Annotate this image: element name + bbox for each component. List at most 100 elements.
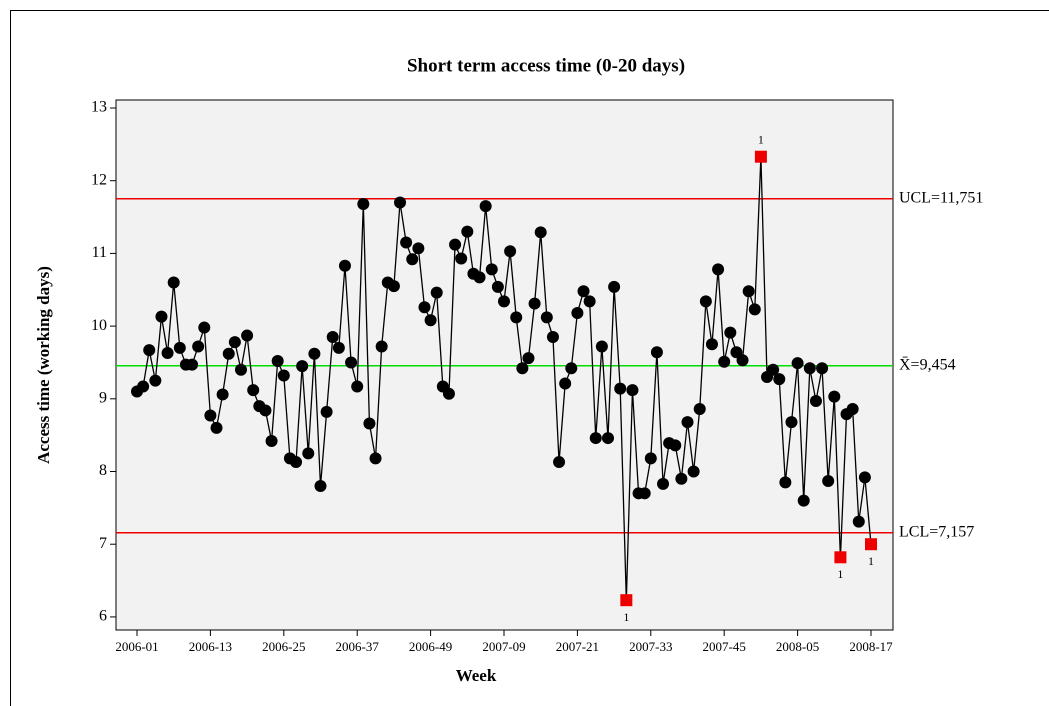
- data-point: [351, 380, 364, 393]
- data-point: [742, 285, 755, 298]
- y-tick-label: 9: [99, 389, 107, 406]
- data-point: [693, 402, 706, 415]
- data-point: [540, 311, 553, 324]
- data-point: [669, 439, 682, 452]
- control-limit-label: UCL=11,751: [899, 189, 983, 206]
- x-tick-label: 2006-25: [262, 639, 305, 654]
- data-point: [155, 310, 168, 323]
- chart-title: Short term access time (0-20 days): [407, 55, 685, 76]
- data-point: [338, 259, 351, 272]
- y-axis-title: Access time (working days): [34, 266, 53, 464]
- data-point: [455, 252, 468, 265]
- data-point: [247, 384, 260, 397]
- y-tick-label: 13: [91, 99, 107, 116]
- data-point: [241, 329, 254, 342]
- data-point: [858, 471, 871, 484]
- data-point: [222, 347, 235, 360]
- data-point: [394, 196, 407, 209]
- data-point: [320, 405, 333, 418]
- data-point: [290, 456, 303, 469]
- data-point: [687, 465, 700, 478]
- data-point: [210, 421, 223, 434]
- data-point: [779, 476, 792, 489]
- data-point: [595, 340, 608, 353]
- data-point: [614, 382, 627, 395]
- data-point: [332, 341, 345, 354]
- data-point: [198, 321, 211, 334]
- data-point: [705, 338, 718, 351]
- data-point: [143, 344, 156, 357]
- data-point: [846, 402, 859, 415]
- y-tick-label: 12: [91, 171, 107, 188]
- data-point: [228, 336, 241, 349]
- data-point: [546, 331, 559, 344]
- data-point: [314, 480, 327, 493]
- data-point: [412, 242, 425, 255]
- data-point: [363, 417, 376, 430]
- data-point: [400, 236, 413, 249]
- data-point: [167, 276, 180, 289]
- data-point: [259, 404, 272, 417]
- data-point: [675, 472, 688, 485]
- data-point: [204, 409, 217, 422]
- flagged-point: [834, 551, 847, 564]
- x-tick-label: 2008-17: [849, 639, 893, 654]
- data-point: [265, 434, 278, 447]
- data-point: [785, 416, 798, 429]
- data-point: [644, 452, 657, 465]
- x-tick-label: 2006-13: [189, 639, 232, 654]
- data-point: [522, 352, 535, 365]
- data-point: [418, 301, 431, 314]
- data-point: [791, 357, 804, 370]
- flag-label: 1: [758, 132, 764, 146]
- data-point: [718, 355, 731, 368]
- y-tick-label: 7: [99, 535, 107, 552]
- x-tick-label: 2007-21: [556, 639, 599, 654]
- data-point: [638, 487, 651, 500]
- data-point: [473, 271, 486, 284]
- data-point: [442, 387, 455, 400]
- data-point: [748, 303, 761, 316]
- data-point: [504, 245, 517, 258]
- data-point: [271, 355, 284, 368]
- data-point: [161, 347, 174, 360]
- data-point: [424, 314, 437, 327]
- flag-label: 1: [837, 567, 843, 581]
- data-point: [449, 238, 462, 251]
- data-point: [479, 200, 492, 213]
- data-point: [803, 362, 816, 375]
- data-point: [681, 416, 694, 429]
- x-tick-label: 2007-09: [482, 639, 525, 654]
- flagged-point: [620, 594, 633, 607]
- data-point: [234, 363, 247, 376]
- data-point: [528, 297, 541, 310]
- data-point: [608, 280, 621, 293]
- data-point: [277, 369, 290, 382]
- data-point: [149, 374, 162, 387]
- x-tick-label: 2006-49: [409, 639, 452, 654]
- data-point: [797, 494, 810, 507]
- data-point: [809, 394, 822, 407]
- data-point: [387, 280, 400, 293]
- x-tick-label: 2007-33: [629, 639, 672, 654]
- plot-area: [115, 99, 894, 631]
- data-point: [369, 452, 382, 465]
- data-point: [498, 295, 510, 308]
- x-tick-label: 2007-45: [703, 639, 746, 654]
- data-point: [296, 360, 309, 373]
- data-point: [583, 295, 596, 308]
- data-point: [724, 326, 737, 339]
- data-point: [406, 253, 419, 266]
- flagged-point: [754, 150, 767, 163]
- data-point: [657, 477, 670, 490]
- data-point: [559, 377, 572, 390]
- data-point: [534, 226, 547, 239]
- data-point: [430, 286, 443, 299]
- data-point: [699, 295, 712, 308]
- y-tick-label: 6: [99, 608, 107, 625]
- data-point: [601, 432, 614, 445]
- data-point: [565, 362, 578, 375]
- flag-label: 1: [623, 610, 629, 624]
- data-point: [216, 388, 229, 401]
